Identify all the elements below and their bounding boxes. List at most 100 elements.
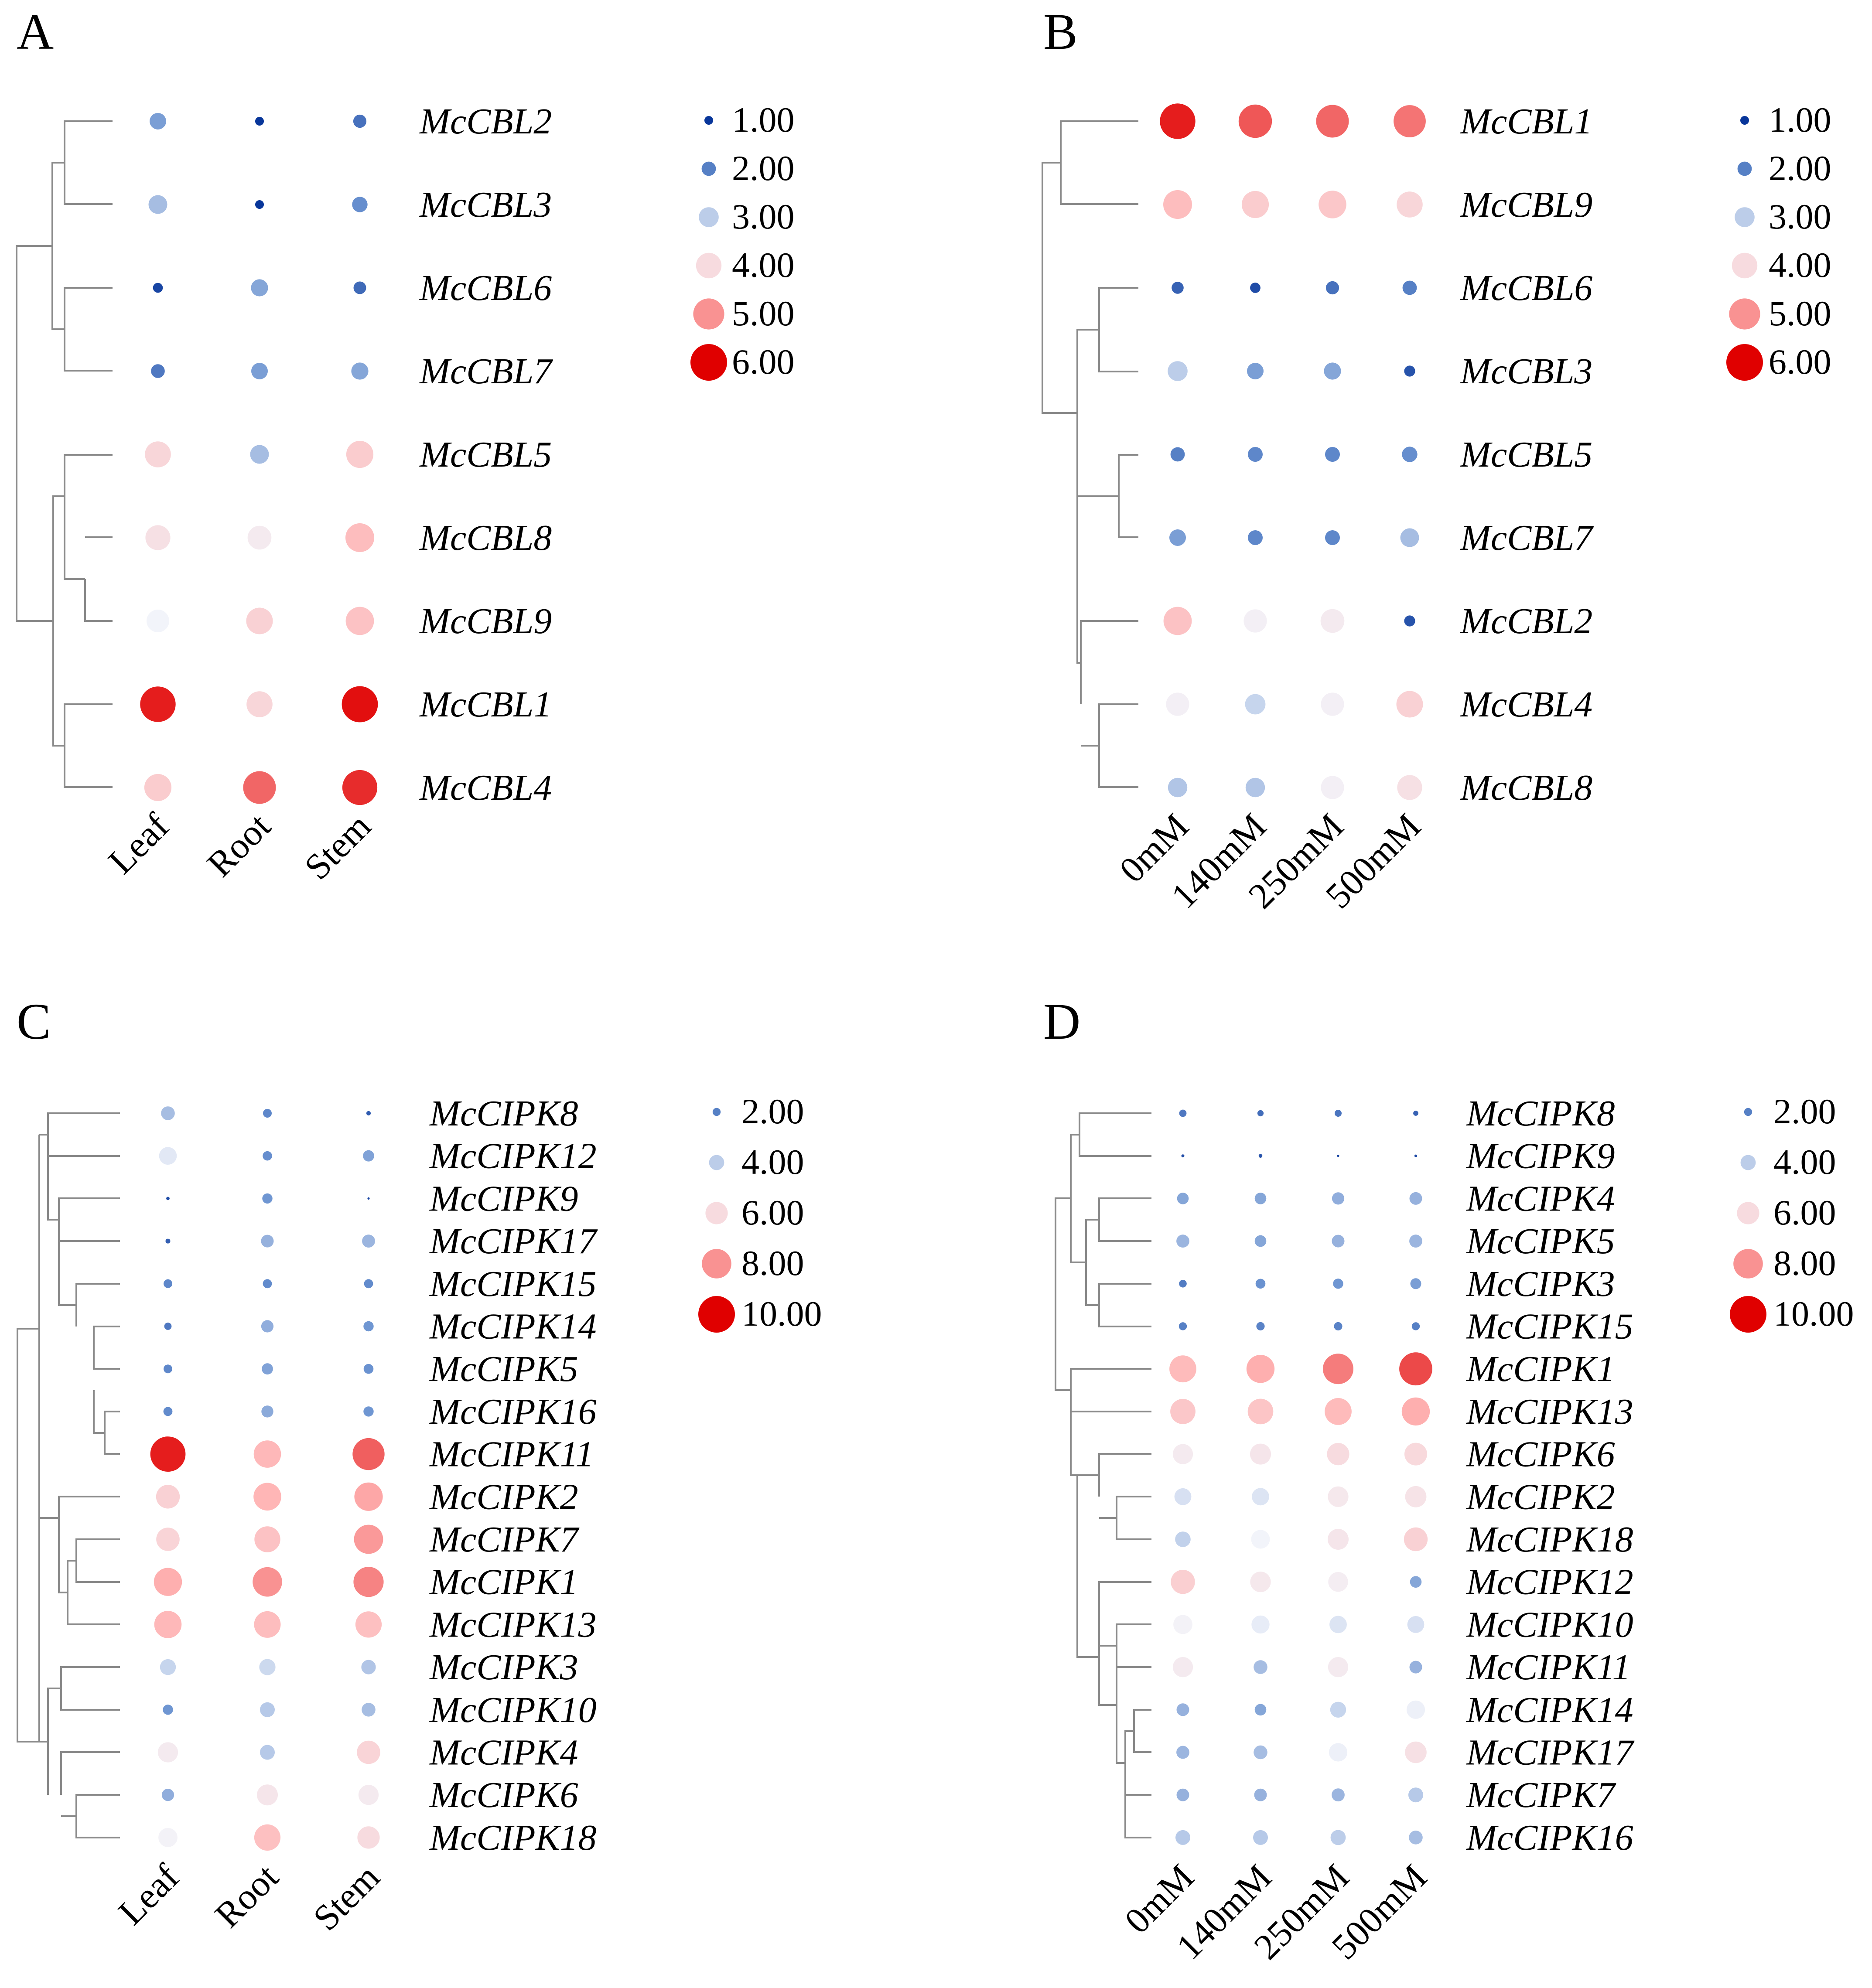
dot-b-mccbl6-140mm	[1250, 283, 1261, 293]
gene-label-d-mccipk16: McCIPK16	[1466, 1818, 1633, 1858]
dot-c-mccipk2-leaf	[156, 1485, 180, 1509]
dot-c-mccipk14-leaf	[164, 1323, 172, 1330]
gene-label-a-mccbl7: McCBL7	[419, 351, 553, 392]
gene-label-a-mccbl2: McCBL2	[419, 101, 552, 142]
gene-label-a-mccbl9: McCBL9	[419, 601, 552, 641]
gene-label-c-mccipk8: McCIPK8	[429, 1093, 578, 1134]
dot-d-mccipk17-0mm	[1176, 1746, 1189, 1759]
gene-label-c-mccipk12: McCIPK12	[429, 1136, 597, 1176]
dot-d-mccipk1-0mm	[1169, 1355, 1196, 1383]
column-label-c-leaf: Leaf	[111, 1857, 187, 1933]
dot-d-mccipk11-140mm	[1254, 1660, 1267, 1674]
dot-b-mccbl8-0mm	[1168, 777, 1188, 798]
dot-d-mccipk5-0mm	[1176, 1234, 1189, 1248]
dot-c-mccipk3-stem	[361, 1660, 376, 1674]
gene-label-b-mccbl1: McCBL1	[1460, 101, 1592, 142]
gene-label-b-mccbl5: McCBL5	[1460, 434, 1592, 475]
dot-d-mccipk10-250mm	[1329, 1616, 1347, 1633]
dot-c-mccipk11-stem	[352, 1438, 385, 1470]
legend-label-c-2: 6.00	[741, 1193, 804, 1232]
dot-a-mccbl9-stem	[345, 607, 374, 635]
panel-label-a: A	[17, 3, 54, 60]
gene-label-c-mccipk2: McCIPK2	[429, 1477, 578, 1517]
dot-b-mccbl8-140mm	[1245, 777, 1265, 798]
chart-c: McCIPK8McCIPK12McCIPK9McCIPK17McCIPK15Mc…	[111, 1091, 822, 1939]
dot-c-mccipk7-root	[254, 1526, 280, 1552]
dot-b-mccbl5-250mm	[1325, 447, 1340, 462]
dot-c-mccipk1-root	[253, 1567, 282, 1597]
dot-a-mccbl5-leaf	[145, 441, 171, 467]
dot-d-mccipk12-500mm	[1410, 1576, 1422, 1588]
dot-d-mccipk5-140mm	[1254, 1235, 1267, 1247]
dot-d-mccipk7-250mm	[1332, 1788, 1345, 1802]
dot-d-mccipk16-0mm	[1175, 1830, 1190, 1845]
dot-d-mccipk16-250mm	[1330, 1830, 1346, 1845]
dot-d-mccipk4-140mm	[1254, 1193, 1267, 1204]
legend-label-b-0: 1.00	[1769, 100, 1831, 140]
gene-label-d-mccipk7: McCIPK7	[1466, 1775, 1616, 1815]
legend-dot-c-1	[709, 1155, 724, 1170]
chart-b: McCBL1 McCBL9 McCBL6 McCBL3 McCBL5 McCBL7 McCB…	[1112, 100, 1831, 917]
gene-label-b-mccbl8: McCBL8	[1460, 767, 1592, 808]
dot-d-mccipk9-0mm	[1181, 1154, 1185, 1158]
gene-label-b-mccbl3: McCBL3	[1460, 351, 1592, 392]
dot-a-mccbl6-root	[251, 279, 268, 297]
panel-label-c: C	[17, 993, 51, 1050]
dot-d-mccipk11-500mm	[1409, 1661, 1422, 1674]
legend-dot-a-3	[696, 252, 722, 279]
dot-c-mccipk18-root	[254, 1824, 281, 1851]
legend-dot-a-1	[701, 161, 716, 176]
legend-dot-c-3	[702, 1249, 731, 1279]
dot-d-mccipk4-0mm	[1177, 1193, 1189, 1204]
dot-d-mccipk8-0mm	[1179, 1109, 1187, 1117]
chart-d: McCIPK8McCIPK9McCIPK4McCIPK5McCIPK3McCIP…	[1117, 1091, 1854, 1968]
legend-dot-a-0	[704, 116, 713, 125]
dot-b-mccbl3-0mm	[1168, 361, 1188, 381]
gene-label-a-mccbl6: McCBL6	[419, 268, 552, 308]
gene-label-d-mccipk18: McCIPK18	[1466, 1519, 1633, 1560]
dot-c-mccipk8-root	[263, 1109, 272, 1118]
gene-label-a-mccbl3: McCBL3	[419, 184, 552, 225]
gene-label-c-mccipk13: McCIPK13	[429, 1604, 597, 1645]
gene-label-d-mccipk14: McCIPK14	[1466, 1690, 1633, 1730]
dot-d-mccipk17-500mm	[1405, 1741, 1427, 1763]
dot-b-mccbl3-140mm	[1247, 363, 1264, 379]
dot-d-mccipk7-500mm	[1408, 1787, 1423, 1803]
gene-label-d-mccipk8: McCIPK8	[1466, 1093, 1615, 1134]
dot-d-mccipk5-250mm	[1332, 1234, 1345, 1248]
dot-d-mccipk3-140mm	[1255, 1279, 1266, 1289]
dot-a-mccbl8-stem	[345, 523, 374, 552]
dot-b-mccbl9-0mm	[1163, 190, 1192, 219]
legend-label-a-0: 1.00	[732, 100, 795, 140]
dot-b-mccbl3-250mm	[1324, 362, 1341, 380]
dot-c-mccipk10-leaf	[163, 1705, 173, 1715]
dot-d-mccipk8-140mm	[1257, 1110, 1264, 1117]
dot-c-mccipk6-root	[257, 1784, 278, 1806]
dot-c-mccipk7-stem	[354, 1524, 383, 1554]
dot-d-mccipk15-140mm	[1256, 1322, 1265, 1331]
gene-label-d-mccipk15: McCIPK15	[1466, 1306, 1633, 1347]
dot-a-mccbl2-stem	[353, 114, 367, 128]
dot-a-mccbl3-leaf	[148, 195, 167, 214]
legend-label-a-2: 3.00	[732, 197, 795, 236]
dot-c-mccipk9-root	[262, 1193, 273, 1204]
dot-c-mccipk2-root	[253, 1483, 281, 1511]
dot-c-mccipk16-root	[261, 1405, 273, 1418]
legend-dot-d-2	[1737, 1202, 1759, 1224]
gene-label-c-mccipk18: McCIPK18	[429, 1818, 597, 1858]
dot-d-mccipk10-500mm	[1407, 1616, 1424, 1633]
dot-a-mccbl6-stem	[353, 281, 366, 294]
dot-c-mccipk14-root	[261, 1320, 274, 1333]
legend-dot-a-2	[699, 207, 719, 227]
dot-d-mccipk13-500mm	[1401, 1397, 1430, 1426]
gene-label-a-mccbl1: McCBL1	[419, 684, 552, 725]
dot-c-mccipk10-stem	[362, 1703, 376, 1717]
dot-c-mccipk11-root	[253, 1440, 281, 1468]
legend-label-d-0: 2.00	[1773, 1091, 1836, 1131]
gene-label-d-mccipk9: McCIPK9	[1466, 1136, 1615, 1176]
legend-label-a-5: 6.00	[732, 342, 795, 382]
dot-b-mccbl9-500mm	[1397, 191, 1423, 218]
dot-d-mccipk14-250mm	[1330, 1702, 1346, 1718]
legend-label-c-1: 4.00	[741, 1142, 804, 1182]
gene-label-d-mccipk1: McCIPK1	[1466, 1349, 1615, 1389]
